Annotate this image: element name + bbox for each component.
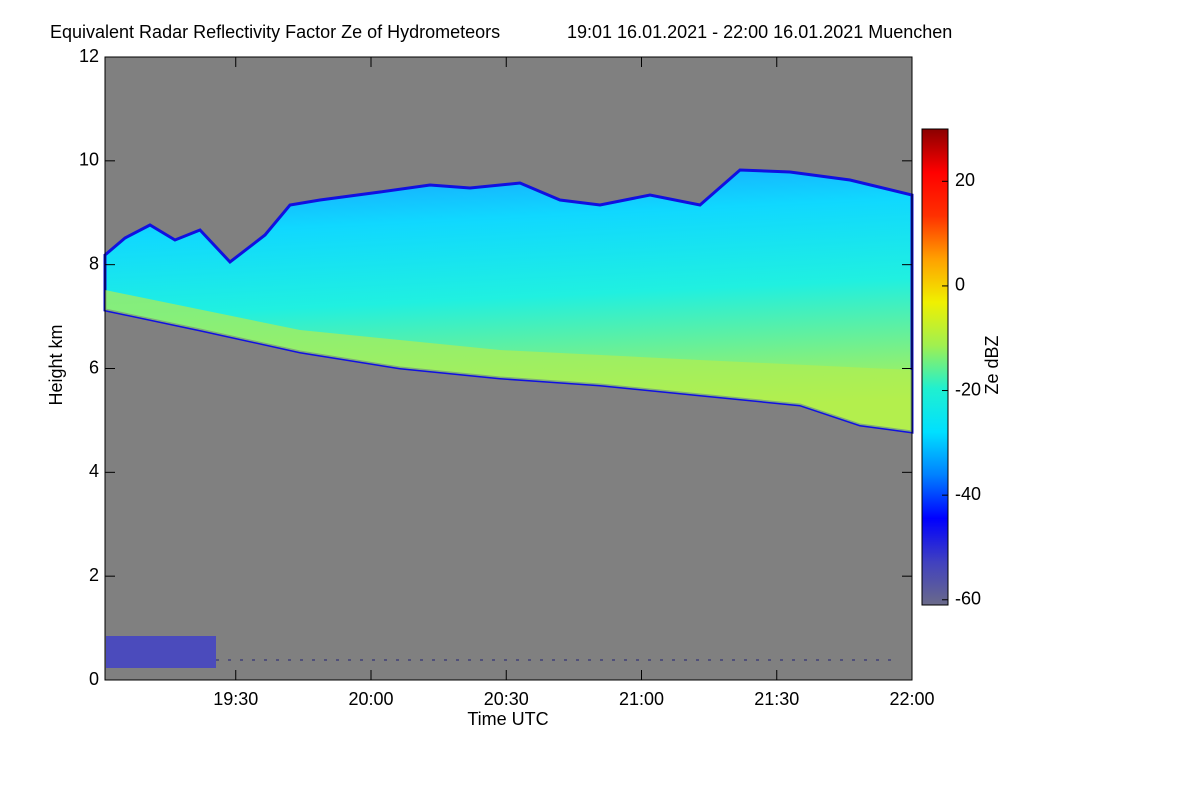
y-tick-label: 8 [89,253,99,273]
y-tick-label: 12 [79,46,99,66]
colorbar [921,128,949,606]
colorbar-tick-label: -20 [955,379,981,399]
clutter [106,636,216,668]
colorbar-label: Ze dBZ [982,335,1002,394]
x-tick-label: 21:00 [619,689,664,709]
radar-echo [103,168,914,668]
x-axis-label: Time UTC [467,709,548,729]
chart-title: Equivalent Radar Reflectivity Factor Ze … [50,22,500,42]
x-tick-label: 20:00 [348,689,393,709]
x-tick-label: 21:30 [754,689,799,709]
y-tick-label: 6 [89,357,99,377]
x-tick-label: 19:30 [213,689,258,709]
x-tick-label: 22:00 [889,689,934,709]
colorbar-tick-label: 0 [955,275,965,295]
colorbar-tick-label: -60 [955,589,981,609]
x-tick-label: 20:30 [484,689,529,709]
colorbar-tick-label: 20 [955,170,975,190]
cloud-core [105,290,912,432]
colorbar-tick-label: -40 [955,484,981,504]
chart-subtitle: 19:01 16.01.2021 - 22:00 16.01.2021 Muen… [567,22,952,42]
y-tick-label: 4 [89,461,99,481]
y-tick-label: 2 [89,565,99,585]
y-axis-label: Height km [46,324,66,405]
y-tick-label: 0 [89,669,99,689]
y-tick-label: 10 [79,150,99,170]
